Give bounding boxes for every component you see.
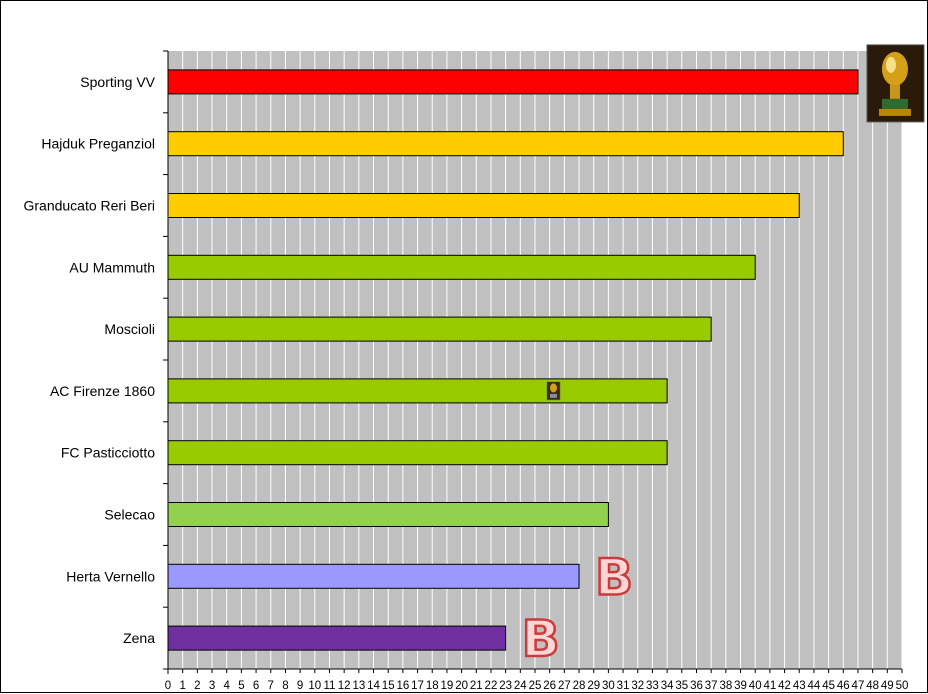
x-tick-label: 24 bbox=[514, 680, 527, 692]
category-label: FC Pasticciotto bbox=[61, 445, 155, 461]
x-tick-label: 42 bbox=[778, 680, 791, 692]
x-tick-label: 15 bbox=[382, 680, 395, 692]
bar bbox=[167, 378, 668, 404]
x-tick-label: 9 bbox=[297, 680, 303, 692]
x-tick-label: 48 bbox=[866, 680, 879, 692]
x-tick-label: 23 bbox=[499, 680, 512, 692]
bar bbox=[167, 131, 844, 157]
x-tick-label: 5 bbox=[238, 680, 244, 692]
x-tick-label: 11 bbox=[324, 680, 336, 692]
bar bbox=[167, 193, 800, 218]
x-tick-label: 22 bbox=[485, 680, 498, 692]
x-tick-label: 32 bbox=[631, 680, 644, 692]
x-tick-label: 12 bbox=[338, 680, 351, 692]
x-tick-label: 31 bbox=[617, 680, 630, 692]
category-label: AU Mammuth bbox=[69, 259, 155, 275]
x-tick-label: 1 bbox=[179, 680, 185, 692]
x-tick-label: 49 bbox=[881, 680, 894, 692]
category-label: Granducato Reri Beri bbox=[23, 198, 155, 214]
bar bbox=[167, 69, 859, 95]
x-tick-label: 25 bbox=[529, 680, 542, 692]
x-tick-label: 18 bbox=[426, 680, 439, 692]
x-tick-label: 17 bbox=[411, 680, 424, 692]
x-tick-label: 46 bbox=[837, 680, 850, 692]
x-tick-label: 7 bbox=[268, 680, 274, 692]
x-tick-label: 35 bbox=[675, 680, 688, 692]
x-tick-label: 50 bbox=[896, 680, 909, 692]
x-tick-label: 10 bbox=[308, 680, 321, 692]
x-tick-label: 28 bbox=[573, 680, 586, 692]
bars bbox=[167, 69, 859, 651]
x-tick-label: 19 bbox=[441, 680, 454, 692]
x-tick-label: 33 bbox=[646, 680, 659, 692]
x-tick-label: 6 bbox=[253, 680, 259, 692]
x-tick-label: 37 bbox=[705, 680, 718, 692]
category-label: AC Firenze 1860 bbox=[50, 383, 155, 399]
x-tick-label: 27 bbox=[558, 680, 571, 692]
x-tick-label: 44 bbox=[808, 680, 821, 692]
x-tick-label: 29 bbox=[587, 680, 600, 692]
category-label: Sporting VV bbox=[80, 74, 155, 90]
x-tick-label: 26 bbox=[543, 680, 556, 692]
trophy-icon bbox=[866, 44, 925, 123]
x-tick-label: 20 bbox=[455, 680, 468, 692]
x-tick-label: 47 bbox=[852, 680, 865, 692]
x-tick-label: 41 bbox=[763, 680, 776, 692]
x-tick-label: 40 bbox=[749, 680, 762, 692]
x-tick-label: 0 bbox=[165, 680, 171, 692]
annotations: BB bbox=[520, 44, 925, 669]
x-tick-label: 3 bbox=[209, 680, 215, 692]
x-tick-label: 21 bbox=[470, 680, 483, 692]
bar bbox=[167, 440, 668, 466]
x-tick-label: 36 bbox=[690, 680, 703, 692]
x-tick-label: 8 bbox=[282, 680, 288, 692]
bar bbox=[167, 502, 609, 527]
small-trophy-icon bbox=[546, 381, 561, 401]
tick-labels: 0 1 2 3 4 5 6 7 8 9 10 11 12 13 14 15 16 17 18 19 20 21 22 23 24… bbox=[165, 680, 909, 692]
x-tick-label: 14 bbox=[367, 680, 380, 692]
x-tick-label: 13 bbox=[352, 680, 365, 692]
x-tick-label: 30 bbox=[602, 680, 615, 692]
letter-b-badge: B bbox=[595, 548, 633, 606]
x-tick-label: 43 bbox=[793, 680, 806, 692]
x-tick-label: 2 bbox=[194, 680, 200, 692]
category-label: Herta Vernello bbox=[66, 568, 155, 584]
letter-b-badge: B bbox=[522, 610, 560, 668]
x-tick-label: 4 bbox=[224, 680, 231, 692]
category-label: Selecao bbox=[104, 507, 155, 523]
x-tick-label: 16 bbox=[396, 680, 409, 692]
x-tick-label: 45 bbox=[822, 680, 835, 692]
x-tick-label: 34 bbox=[661, 680, 674, 692]
category-label: Hajduk Preganziol bbox=[41, 136, 155, 152]
bar bbox=[167, 563, 580, 589]
category-label: Moscioli bbox=[104, 321, 155, 337]
x-tick-label: 38 bbox=[719, 680, 732, 692]
x-tick-label: 39 bbox=[734, 680, 747, 692]
category-label: Zena bbox=[123, 630, 155, 646]
bar bbox=[167, 625, 507, 651]
bar bbox=[167, 316, 712, 342]
category-labels: Sporting VV Hajduk Preganziol Granducato R… bbox=[23, 74, 155, 646]
bar bbox=[167, 254, 756, 280]
